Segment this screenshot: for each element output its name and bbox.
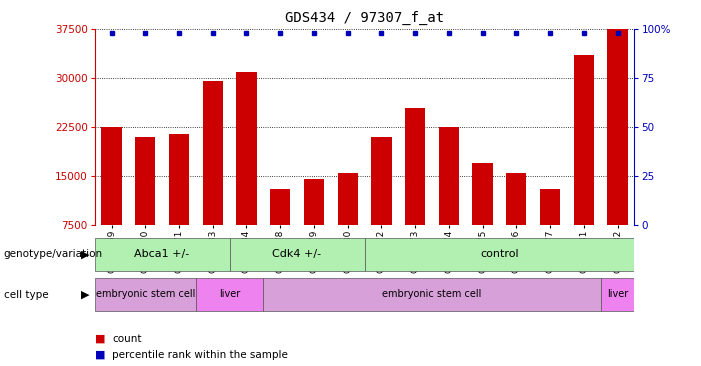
- Text: cell type: cell type: [4, 290, 48, 300]
- Bar: [439, 127, 459, 274]
- Bar: [203, 82, 223, 274]
- Bar: [169, 134, 189, 274]
- Text: ■: ■: [95, 350, 105, 360]
- Text: control: control: [480, 249, 519, 259]
- Bar: [540, 189, 560, 274]
- Text: Cdk4 +/-: Cdk4 +/-: [273, 249, 322, 259]
- Bar: [95, 238, 230, 271]
- Text: genotype/variation: genotype/variation: [4, 249, 102, 259]
- Text: percentile rank within the sample: percentile rank within the sample: [112, 350, 288, 360]
- Bar: [230, 238, 365, 271]
- Bar: [135, 137, 156, 274]
- Text: ▶: ▶: [81, 290, 90, 300]
- Text: embryonic stem cell: embryonic stem cell: [382, 289, 482, 299]
- Bar: [472, 163, 493, 274]
- Bar: [264, 278, 601, 311]
- Bar: [573, 55, 594, 274]
- Text: liver: liver: [607, 289, 628, 299]
- Bar: [338, 173, 358, 274]
- Bar: [102, 127, 122, 274]
- Text: count: count: [112, 333, 142, 344]
- Text: liver: liver: [219, 289, 240, 299]
- Title: GDS434 / 97307_f_at: GDS434 / 97307_f_at: [285, 11, 444, 26]
- Bar: [607, 29, 627, 274]
- Bar: [506, 173, 526, 274]
- Bar: [405, 108, 426, 274]
- Bar: [270, 189, 290, 274]
- Text: ■: ■: [95, 333, 105, 344]
- Bar: [372, 137, 392, 274]
- Bar: [196, 278, 264, 311]
- Text: embryonic stem cell: embryonic stem cell: [95, 289, 195, 299]
- Bar: [365, 238, 634, 271]
- Text: Abca1 +/-: Abca1 +/-: [135, 249, 190, 259]
- Bar: [304, 179, 324, 274]
- Bar: [601, 278, 634, 311]
- Text: ▶: ▶: [81, 249, 90, 259]
- Bar: [236, 72, 257, 274]
- Bar: [95, 278, 196, 311]
